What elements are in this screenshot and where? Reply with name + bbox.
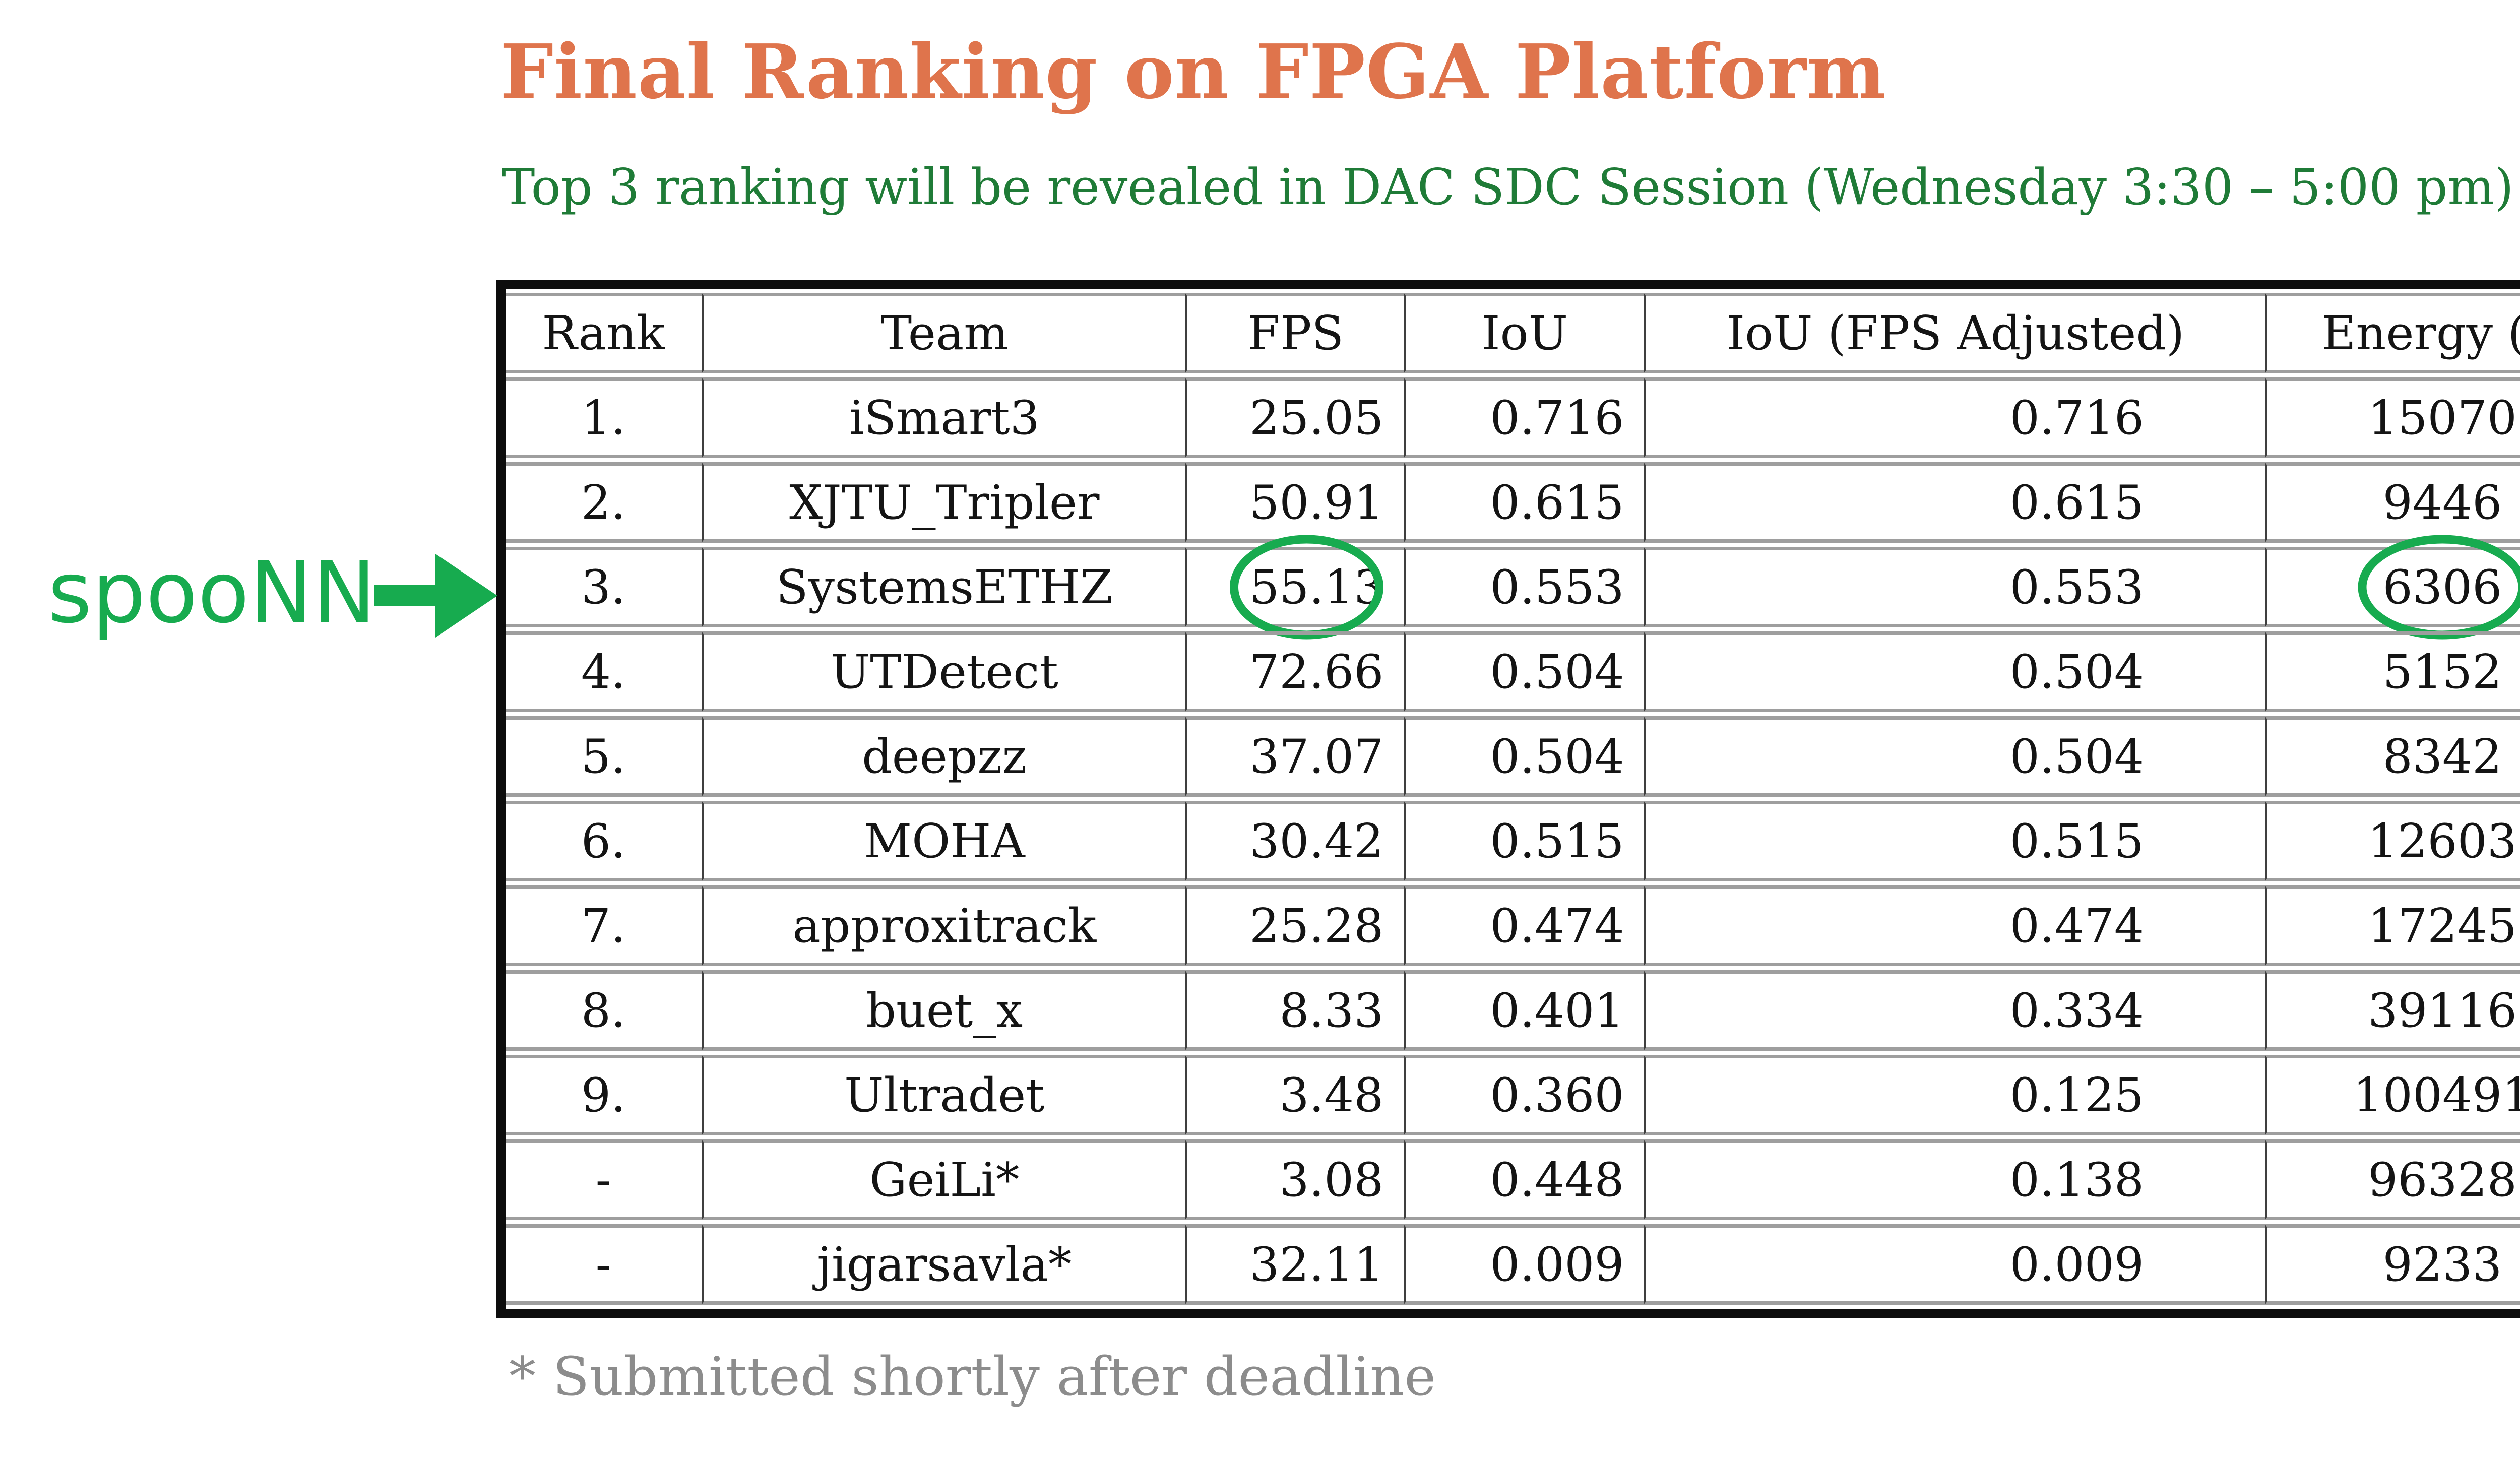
table-cell: 0.504 (1643, 716, 2265, 797)
column-header-iou: IoU (1404, 293, 1644, 373)
table-row-jigarsavla: -jigarsavla*32.110.0090.00992331.2730.02… (506, 1224, 2520, 1305)
table-cell: 39116 (2265, 970, 2520, 1051)
table-cell: iSmart3 (701, 377, 1185, 458)
table-cell: 8.33 (1185, 970, 1404, 1051)
table-cell: 0.360 (1404, 1055, 1644, 1135)
table-cell: 0.515 (1404, 801, 1644, 881)
column-header-energy-j: Energy (J) (2265, 293, 2520, 373)
page-subtitle: Top 3 ranking will be revealed in DAC SD… (502, 159, 2514, 216)
table-cell: buet_x (701, 970, 1185, 1051)
table-cell: GeiLi* (701, 1139, 1185, 1220)
table-cell: 0.009 (1643, 1224, 2265, 1305)
table-cell: 37.07 (1185, 716, 1404, 797)
table-cell: 0.448 (1404, 1139, 1644, 1220)
table-cell: 25.28 (1185, 885, 1404, 966)
table-cell: 7. (506, 885, 702, 966)
table-cell: approxitrack (701, 885, 1185, 966)
table-cell: 12603 (2265, 801, 2520, 881)
table-row-approxitrack: 7.approxitrack25.280.4740.474172451.0920… (506, 885, 2520, 966)
table-cell: 50.91 (1185, 462, 1404, 543)
table-cell: 15070 (2265, 377, 2520, 458)
table-row-xjtu-tripler: 2.XJTU_Tripler50.910.6150.61594461.2661.… (506, 462, 2520, 543)
table-cell: 0.401 (1404, 970, 1644, 1051)
column-header-iou-fps-adjusted: IoU (FPS Adjusted) (1643, 293, 2265, 373)
table-cell: deepzz (701, 716, 1185, 797)
table-cell: 32.11 (1185, 1224, 1404, 1305)
table-row-systemsethz: 3.SystemsETHZ55.130.5530.55363061.3831.3… (506, 535, 2520, 640)
table-cell: 0.716 (1643, 377, 2265, 458)
table-cell: 4. (506, 631, 702, 712)
table-cell: 17245 (2265, 885, 2520, 966)
table-cell: 55.13 (1185, 535, 1404, 640)
table-cell: 0.504 (1404, 716, 1644, 797)
table-cell: 0.138 (1643, 1139, 2265, 1220)
table-cell: 0.474 (1643, 885, 2265, 966)
table-cell: 6306 (2265, 535, 2520, 640)
table-cell: 30.42 (1185, 801, 1404, 881)
table-cell: 8. (506, 970, 702, 1051)
table-cell: 3.48 (1185, 1055, 1404, 1135)
highlight-ellipse (1230, 535, 1384, 640)
table-cell: 9233 (2265, 1224, 2520, 1305)
table-cell: 5152 (2265, 631, 2520, 712)
table-cell: 0.474 (1404, 885, 1644, 966)
table-cell: MOHA (701, 801, 1185, 881)
column-header-fps: FPS (1185, 293, 1404, 373)
table-cell: 0.615 (1404, 462, 1644, 543)
table-cell: 0.125 (1643, 1055, 2265, 1135)
annotation-label-spoonn: spooNN (48, 543, 376, 642)
table-cell: 5. (506, 716, 702, 797)
table-cell: 96328 (2265, 1139, 2520, 1220)
table-cell: 2. (506, 462, 702, 543)
table-cell: 0.553 (1404, 547, 1644, 627)
table-cell: 0.334 (1643, 970, 2265, 1051)
table-cell: 0.009 (1404, 1224, 1644, 1305)
table-cell: 0.716 (1404, 377, 1644, 458)
table-cell: - (506, 1139, 702, 1220)
table-cell: 6. (506, 801, 702, 881)
table-cell: 0.553 (1643, 547, 2265, 627)
table-body: 1.iSmart325.050.7160.716150701.1311.5262… (506, 377, 2520, 1305)
table-cell: - (506, 1224, 702, 1305)
table-cell: 100491 (2265, 1055, 2520, 1135)
table-cell: 9446 (2265, 462, 2520, 543)
table-cell: 0.615 (1643, 462, 2265, 543)
table-cell: UTDetect (701, 631, 1185, 712)
table-cell: jigarsavla* (701, 1224, 1185, 1305)
table-cell: 0.504 (1404, 631, 1644, 712)
table-cell: 9. (506, 1055, 702, 1135)
highlight-ellipse (2358, 535, 2520, 640)
footnote: * Submitted shortly after deadline (509, 1346, 1436, 1408)
table-cell: 25.05 (1185, 377, 1404, 458)
table-cell: 72.66 (1185, 631, 1404, 712)
page-title: Final Ranking on FPGA Platform (500, 28, 1886, 115)
table-cell: 0.515 (1643, 801, 2265, 881)
table-cell: 8342 (2265, 716, 2520, 797)
table-cell: SystemsETHZ (701, 547, 1185, 627)
column-header-rank: Rank (506, 293, 702, 373)
right-arrow-icon (374, 554, 497, 638)
table-cell: 3. (506, 547, 702, 627)
table-cell: 0.504 (1643, 631, 2265, 712)
table-cell: XJTU_Tripler (701, 462, 1185, 543)
table-cell: Ultradet (701, 1055, 1185, 1135)
table-cell: 1. (506, 377, 702, 458)
column-header-team: Team (701, 293, 1185, 373)
table-cell: 3.08 (1185, 1139, 1404, 1220)
